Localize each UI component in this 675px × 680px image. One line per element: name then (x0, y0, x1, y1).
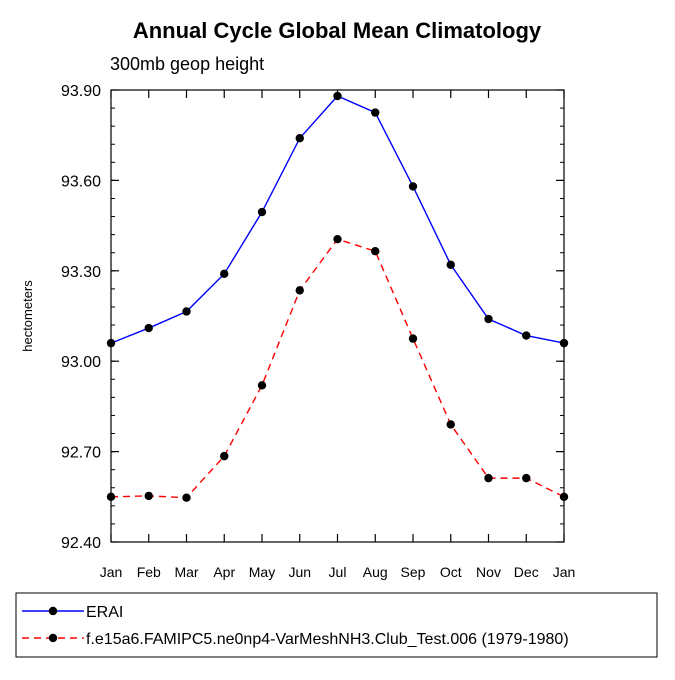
series-0-point (522, 331, 531, 340)
x-tick-label: Mar (174, 564, 198, 580)
x-tick-label: Jul (329, 564, 347, 580)
x-tick-label: Apr (213, 564, 235, 580)
series-1-point (559, 492, 569, 501)
x-tick-label: Aug (363, 564, 388, 580)
x-tick-label: Feb (137, 564, 161, 580)
y-tick-label: 92.70 (61, 445, 101, 462)
series-0-point (182, 307, 191, 316)
legend-label-1: f.e15a6.FAMIPC5.ne0np4-VarMeshNH3.Club_T… (86, 631, 569, 648)
series-1-point (484, 473, 493, 483)
series-0-point (408, 182, 418, 191)
y-axis-label: hectometers (20, 280, 35, 352)
series-0-point (446, 260, 455, 269)
series-layer (106, 91, 569, 502)
x-tick-label: Jan (100, 564, 123, 580)
legend-label-0: ERAI (86, 604, 123, 621)
series-0-point (559, 338, 569, 348)
series-1-point (408, 334, 418, 343)
series-1-point (220, 451, 229, 461)
series-1-point (446, 420, 455, 429)
series-1-point (371, 247, 380, 256)
series-1-point (144, 491, 153, 501)
x-tick-label: Jan (553, 564, 576, 580)
legend-box (15, 592, 658, 658)
x-tick-label: Sep (401, 564, 426, 580)
series-1-point (295, 286, 304, 295)
chart-subtitle: 300mb geop height (110, 54, 264, 74)
chart-title: Annual Cycle Global Mean Climatology (133, 18, 542, 43)
legend: ERAI f.e15a6.FAMIPC5.ne0np4-VarMeshNH3.Cl… (15, 592, 658, 658)
series-0-point (106, 338, 116, 348)
legend-marker-1 (48, 633, 58, 643)
plot-frame (110, 89, 565, 543)
series-line-1 (110, 238, 565, 499)
series-1-point (333, 234, 342, 244)
x-tick-label: Jun (288, 564, 311, 580)
series-0-point (257, 207, 267, 217)
series-0-point (484, 314, 493, 324)
series-1-point (182, 493, 191, 502)
series-0-point (371, 108, 380, 117)
series-1-point (522, 473, 531, 483)
series-0-point (295, 134, 304, 143)
series-line-0 (110, 95, 565, 344)
x-tick-label: May (249, 564, 275, 580)
axes: 93.90 93.60 93.30 93.00 92.70 92.40 Jan Feb Mar A… (61, 83, 575, 580)
y-tick-label: 93.00 (61, 354, 101, 371)
series-0-point (144, 323, 153, 333)
series-1-point (106, 492, 116, 501)
x-tick-label: Nov (476, 564, 501, 580)
y-tick-label: 92.40 (61, 535, 101, 552)
y-tick-label: 93.90 (61, 83, 101, 100)
series-1-point (257, 381, 267, 390)
x-tick-label: Dec (514, 564, 539, 580)
y-tick-label: 93.30 (61, 264, 101, 281)
legend-marker-0 (48, 606, 58, 616)
series-0-point (220, 269, 229, 279)
x-tick-label: Oct (440, 564, 462, 580)
y-tick-label: 93.60 (61, 173, 101, 190)
series-0-point (333, 91, 342, 101)
